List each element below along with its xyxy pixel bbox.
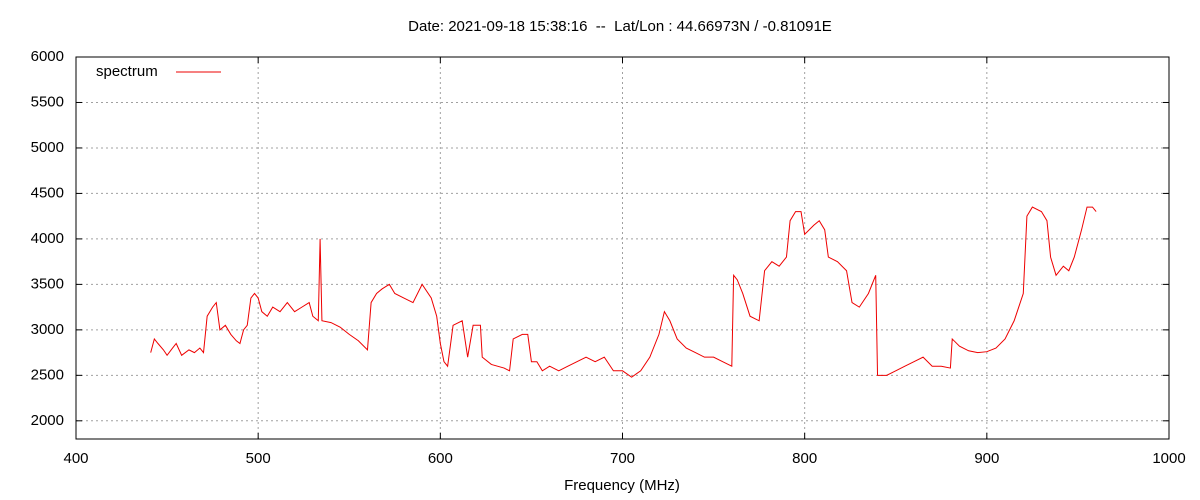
- x-axis-label: Frequency (MHz): [564, 477, 680, 494]
- plot-border: [75, 56, 1170, 440]
- data-line: [150, 206, 1097, 378]
- y-tick-label: 2500: [31, 366, 64, 383]
- y-tick-label: 5000: [31, 139, 64, 156]
- x-tick-label: 400: [63, 450, 88, 467]
- y-tick-label: 2000: [31, 412, 64, 429]
- y-tick-label: 4500: [31, 184, 64, 201]
- y-tick-label: 6000: [31, 48, 64, 65]
- legend-label: spectrum: [96, 63, 158, 80]
- y-tick-label: 3000: [31, 321, 64, 338]
- x-tick-label: 800: [792, 450, 817, 467]
- x-tick-label: 500: [246, 450, 271, 467]
- x-tick-label: 900: [974, 450, 999, 467]
- y-tick-label: 4000: [31, 230, 64, 247]
- y-tick-label: 3500: [31, 275, 64, 292]
- x-tick-label: 600: [428, 450, 453, 467]
- y-tick-label: 5500: [31, 93, 64, 110]
- chart-title: Date: 2021-09-18 15:38:16 -- Lat/Lon : 4…: [408, 18, 832, 35]
- x-tick-label: 1000: [1152, 450, 1185, 467]
- x-tick-label: 700: [610, 450, 635, 467]
